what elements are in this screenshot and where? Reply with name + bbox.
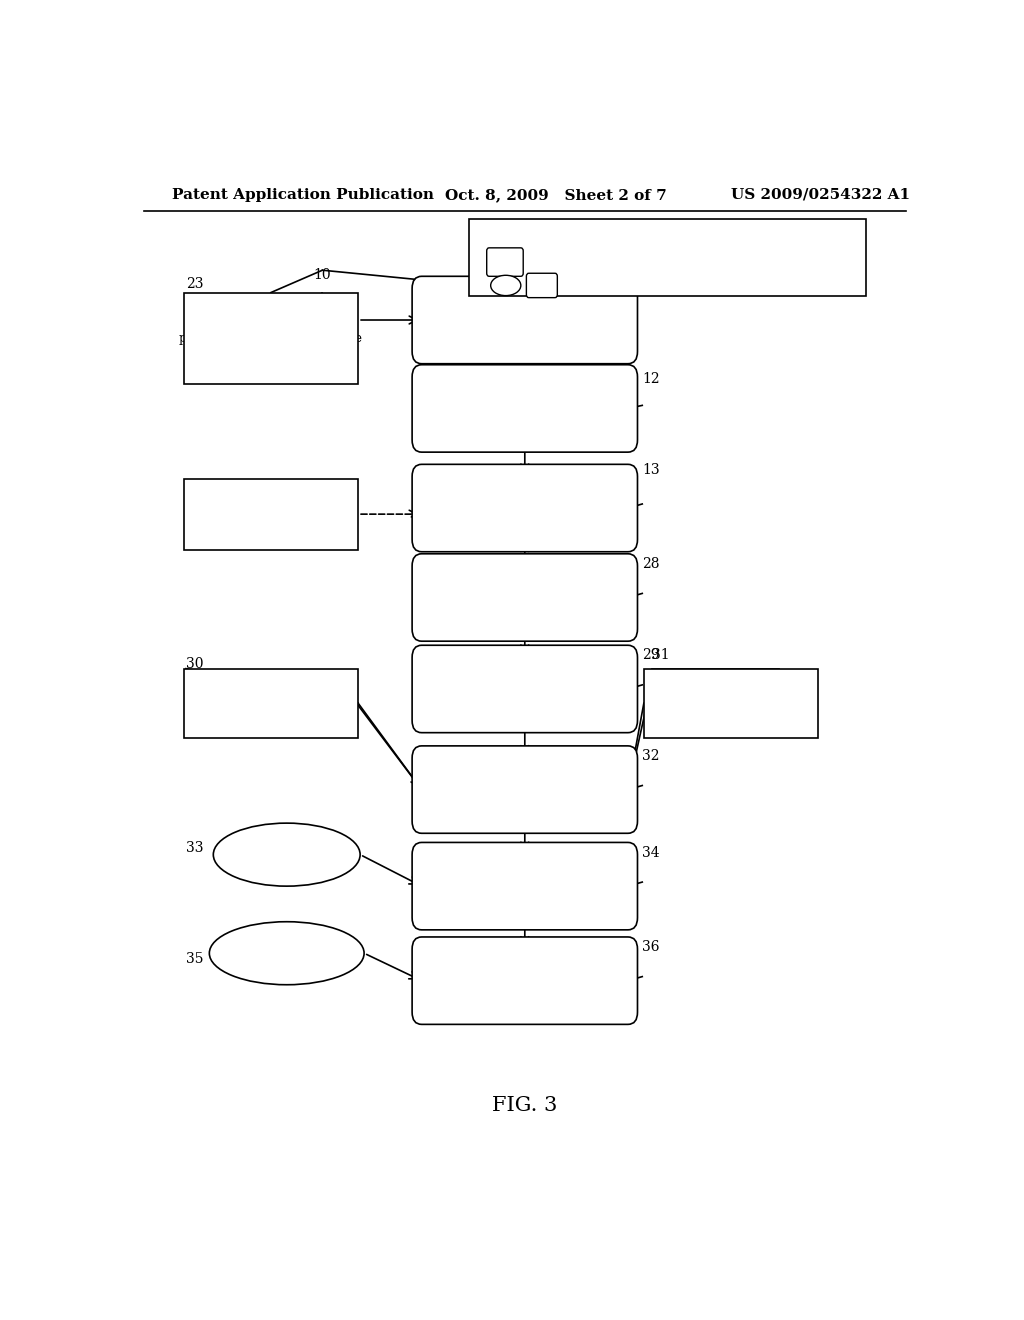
Text: Patent Application Publication: Patent Application Publication: [172, 187, 433, 202]
FancyBboxPatch shape: [412, 465, 638, 552]
Text: 33: 33: [186, 841, 204, 854]
Text: 10: 10: [313, 268, 331, 282]
Text: Data furnished by the press simulator: Data furnished by the press simulator: [532, 256, 773, 268]
Text: Integration of the structural
faults in the 3D object page: Integration of the structural faults in …: [435, 583, 614, 611]
FancyBboxPatch shape: [412, 276, 638, 364]
Text: Coating of the texture
bitmaps: Coating of the texture bitmaps: [455, 776, 595, 804]
Text: Structural faults
present on the product: Structural faults present on the product: [198, 500, 344, 528]
Text: 36: 36: [642, 940, 659, 954]
FancyBboxPatch shape: [486, 248, 523, 276]
Text: Choice of display
mode: Choice of display mode: [232, 841, 341, 869]
Text: 11: 11: [524, 280, 543, 294]
FancyBboxPatch shape: [526, 273, 557, 297]
Text: 31: 31: [652, 648, 670, 663]
Text: FIG. 3: FIG. 3: [493, 1096, 557, 1115]
FancyBboxPatch shape: [183, 479, 358, 549]
FancyBboxPatch shape: [412, 645, 638, 733]
Text: Images printed
with printing faults: Images printed with printing faults: [210, 689, 332, 717]
Text: Creation of a 3D object page: Creation of a 3D object page: [433, 314, 616, 326]
Text: Structural data for the
product (order and presence
of elementary folds: Structural data for the product (order a…: [179, 317, 362, 360]
FancyBboxPatch shape: [412, 746, 638, 833]
FancyBboxPatch shape: [412, 937, 638, 1024]
Text: 12: 12: [642, 372, 659, 385]
Text: Data furnished by a user: Data furnished by a user: [564, 279, 722, 292]
Text: Construction of the product to
be displayed: Construction of the product to be displa…: [428, 873, 622, 900]
Text: 32: 32: [642, 748, 659, 763]
Ellipse shape: [209, 921, 365, 985]
Text: 28: 28: [642, 557, 659, 572]
Text: 30: 30: [186, 656, 204, 671]
Text: "Surface faults"
present on the product: "Surface faults" present on the product: [658, 689, 804, 717]
Text: 13: 13: [642, 463, 659, 478]
FancyBboxPatch shape: [183, 293, 358, 384]
Text: 35: 35: [186, 953, 204, 966]
Text: Oct. 8, 2009   Sheet 2 of 7: Oct. 8, 2009 Sheet 2 of 7: [445, 187, 668, 202]
Text: 29: 29: [642, 648, 659, 663]
Text: 23: 23: [186, 277, 204, 292]
FancyBboxPatch shape: [469, 219, 866, 296]
Text: Creation for a mesh for the
3D object page: Creation for a mesh for the 3D object pa…: [438, 675, 611, 704]
Text: Legend:: Legend:: [489, 231, 544, 244]
Text: 34: 34: [642, 846, 659, 859]
Ellipse shape: [213, 824, 360, 886]
FancyBboxPatch shape: [412, 842, 638, 929]
FancyBboxPatch shape: [183, 669, 358, 738]
Text: Display of the product
according to point of view: Display of the product according to poin…: [442, 966, 607, 995]
FancyBboxPatch shape: [412, 364, 638, 453]
Text: Selection of fold: Selection of fold: [473, 401, 577, 414]
FancyBboxPatch shape: [412, 554, 638, 642]
Text: Modification of the 3D
object page: Modification of the 3D object page: [454, 494, 596, 521]
Text: ,: ,: [523, 279, 527, 293]
Ellipse shape: [490, 276, 521, 296]
FancyBboxPatch shape: [644, 669, 818, 738]
Text: US 2009/0254322 A1: US 2009/0254322 A1: [731, 187, 910, 202]
Text: Choice of the elements
to be displayed: Choice of the elements to be displayed: [214, 940, 359, 968]
